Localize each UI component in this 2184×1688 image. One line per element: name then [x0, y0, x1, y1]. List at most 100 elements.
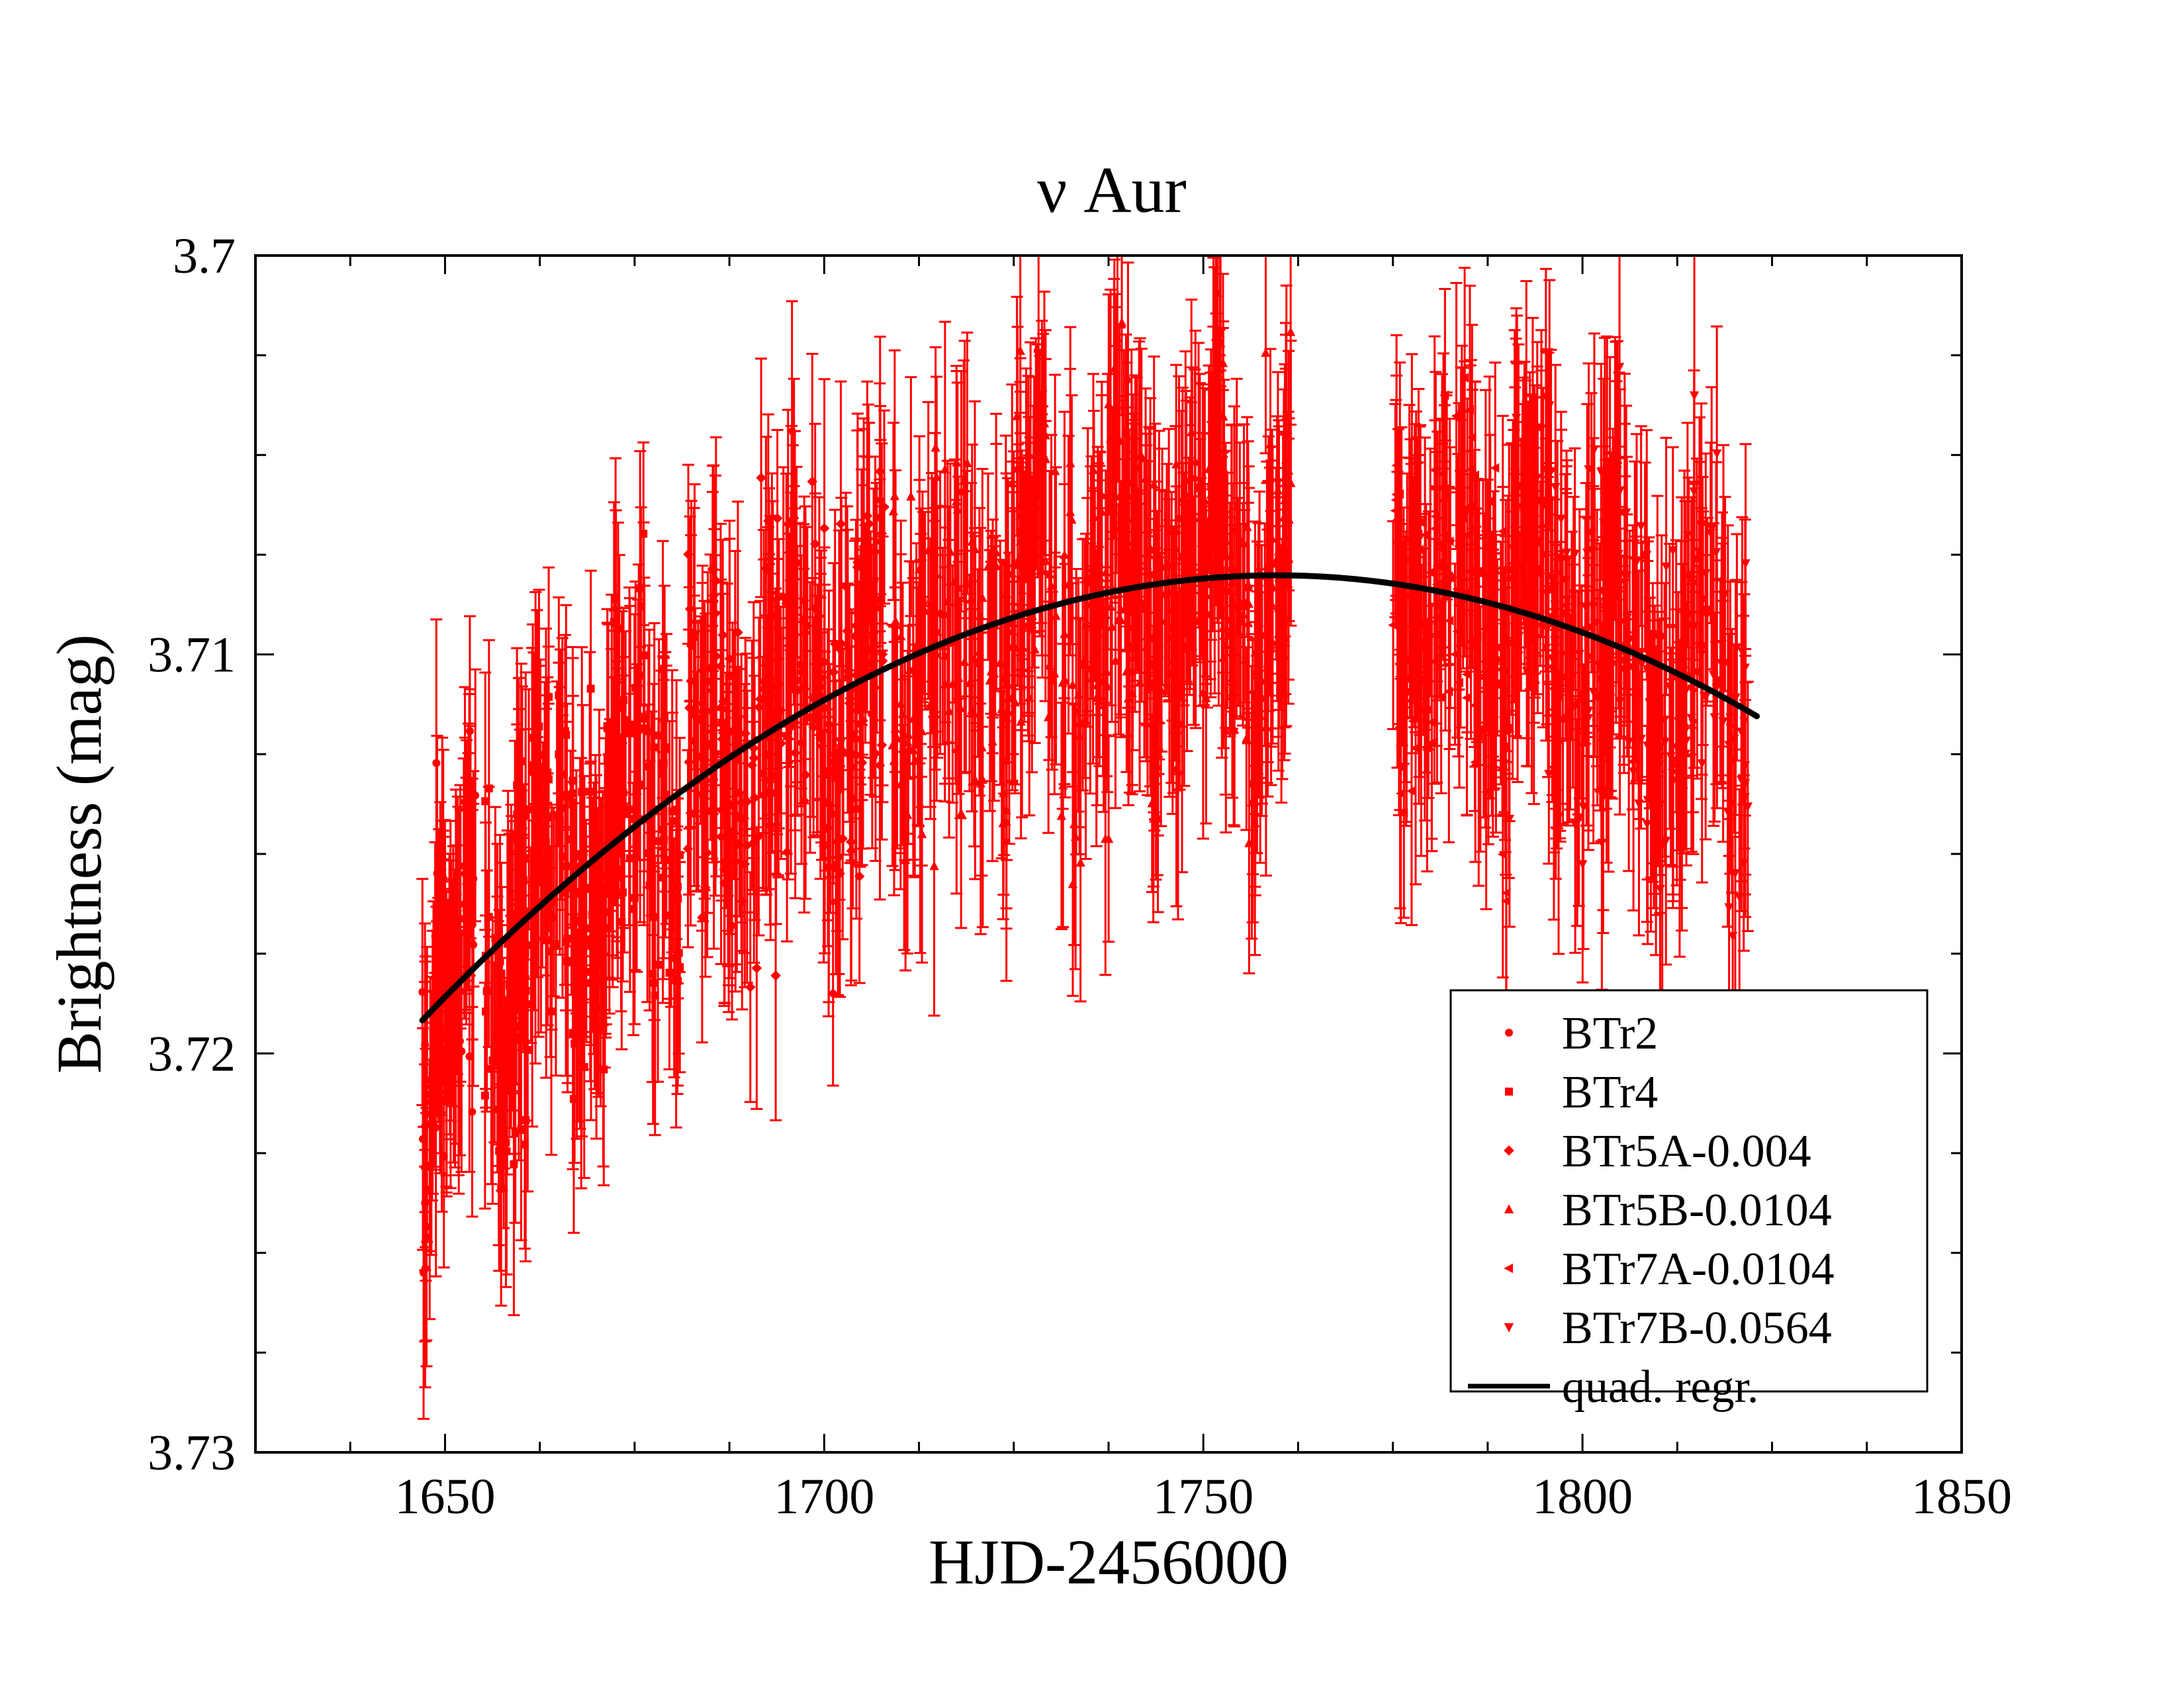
data-point	[507, 1017, 516, 1026]
data-point	[1038, 448, 1048, 457]
data-point	[745, 982, 756, 993]
data-point	[439, 874, 447, 882]
data-point	[621, 716, 630, 724]
data-point	[651, 991, 659, 1000]
data-point	[460, 900, 469, 908]
data-point	[513, 810, 522, 819]
data-point	[1160, 588, 1170, 598]
data-point	[505, 981, 514, 990]
data-point	[1205, 512, 1216, 522]
data-point	[764, 820, 776, 831]
data-point	[1469, 700, 1479, 710]
data-point	[767, 682, 778, 692]
series-btr5b-0-0104	[886, 254, 1297, 1017]
data-point	[570, 916, 579, 925]
data-point	[654, 837, 662, 845]
data-point	[978, 592, 987, 602]
data-point	[1127, 688, 1137, 698]
data-point	[690, 707, 701, 718]
data-point	[533, 755, 541, 763]
data-point	[586, 787, 594, 796]
data-point	[708, 659, 719, 671]
data-point	[1123, 373, 1133, 383]
data-point	[541, 806, 549, 814]
data-point	[751, 962, 762, 974]
data-point	[484, 784, 493, 793]
data-point	[749, 792, 760, 804]
data-point	[897, 708, 908, 718]
data-point	[614, 776, 623, 784]
data-point	[1051, 610, 1061, 620]
data-point	[1068, 878, 1078, 888]
data-point	[659, 825, 668, 834]
data-point	[730, 856, 741, 867]
data-point	[510, 1034, 519, 1043]
data-point	[976, 778, 986, 788]
data-point	[977, 742, 987, 752]
data-point	[874, 512, 886, 523]
data-point	[634, 726, 643, 734]
data-point	[954, 673, 964, 682]
data-point	[1116, 317, 1127, 327]
data-point	[863, 534, 874, 544]
data-point	[586, 684, 595, 693]
data-point	[757, 769, 768, 779]
data-point	[1261, 348, 1271, 357]
data-point	[482, 1008, 490, 1016]
data-point	[810, 602, 821, 614]
data-point	[758, 683, 770, 694]
data-point	[718, 696, 729, 707]
data-point	[1434, 539, 1444, 549]
data-point	[783, 733, 794, 744]
data-point	[1191, 616, 1201, 626]
data-point	[845, 836, 856, 847]
data-point	[819, 523, 830, 534]
data-point	[586, 885, 595, 894]
data-point	[724, 671, 735, 682]
data-point	[952, 457, 962, 467]
data-point	[1132, 462, 1142, 472]
data-point	[735, 814, 747, 825]
data-point	[1459, 373, 1469, 383]
data-point	[1149, 479, 1159, 489]
data-point	[1244, 837, 1254, 847]
data-point	[818, 841, 829, 852]
data-point	[1152, 761, 1163, 771]
data-point	[469, 941, 478, 949]
data-point	[617, 704, 626, 712]
data-point	[1285, 326, 1296, 336]
data-point	[1034, 347, 1044, 357]
data-point	[923, 545, 933, 555]
data-point	[1107, 622, 1117, 631]
data-point	[940, 609, 950, 618]
data-point	[645, 881, 654, 890]
data-point	[877, 649, 888, 660]
data-point	[842, 666, 853, 677]
data-point	[827, 988, 839, 999]
data-point	[1013, 559, 1023, 569]
data-point	[495, 1033, 504, 1042]
data-point	[856, 592, 867, 602]
data-point	[1091, 692, 1101, 702]
data-point	[1230, 601, 1240, 611]
data-point	[1133, 576, 1143, 586]
data-point	[544, 775, 553, 784]
data-point	[610, 758, 619, 767]
data-point	[1185, 538, 1195, 547]
data-point	[697, 788, 707, 799]
data-point	[546, 947, 555, 956]
data-point	[522, 855, 530, 863]
data-point	[707, 726, 718, 737]
data-point	[449, 1030, 458, 1039]
data-point	[1279, 651, 1289, 660]
data-points	[416, 254, 1754, 1420]
data-point	[1089, 512, 1099, 521]
data-point	[931, 442, 940, 452]
data-point	[1101, 833, 1111, 843]
data-point	[665, 856, 674, 865]
data-point	[835, 868, 845, 879]
data-point	[465, 1052, 474, 1060]
data-point	[1068, 679, 1077, 689]
data-point	[1242, 522, 1252, 532]
data-point	[852, 557, 863, 568]
